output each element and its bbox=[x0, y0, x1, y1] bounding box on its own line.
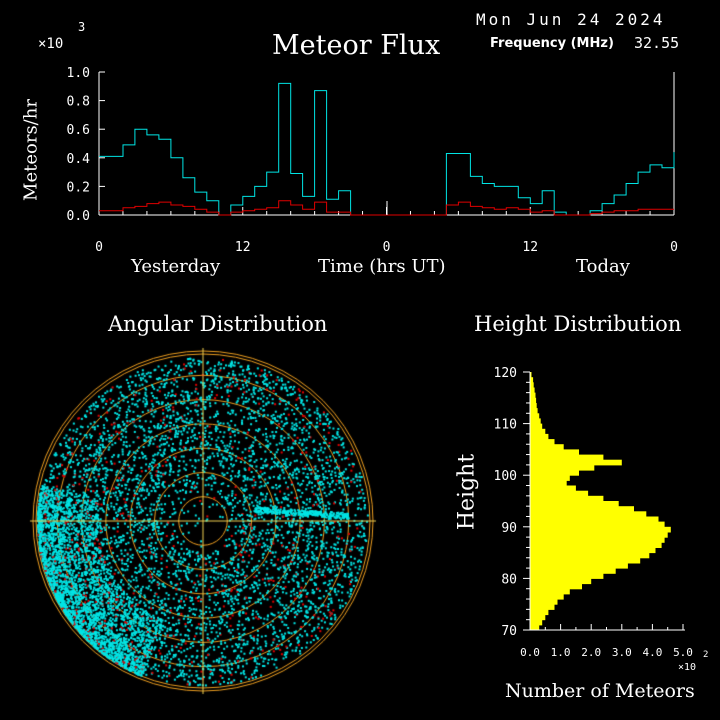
height-y-tick-label: 100 bbox=[494, 469, 517, 484]
height-bar bbox=[530, 542, 662, 548]
height-bar bbox=[530, 372, 532, 378]
date-label: Mon Jun 24 2024 bbox=[476, 10, 666, 29]
height-bar bbox=[530, 470, 579, 476]
flux-y-tick-label: 0.8 bbox=[67, 95, 90, 110]
height-bar bbox=[530, 526, 671, 533]
height-bar bbox=[530, 521, 665, 528]
height-x-tick-label: 4.0 bbox=[642, 646, 662, 659]
flux-chart: 0.0 0.2 0.4 0.6 0.8 1.0 0 12 0 12 0 bbox=[67, 66, 678, 255]
flux-y-tick-label: 0.0 bbox=[67, 209, 90, 224]
height-bar bbox=[530, 392, 536, 399]
height-bar bbox=[530, 588, 570, 595]
height-bar bbox=[530, 449, 579, 456]
height-bar bbox=[530, 511, 647, 517]
height-bar bbox=[530, 408, 538, 414]
height-bar bbox=[530, 552, 650, 559]
height-bar bbox=[530, 480, 567, 487]
height-bar bbox=[530, 599, 558, 605]
flux-series-sub bbox=[99, 200, 674, 216]
angular-title: Angular Distribution bbox=[108, 312, 328, 336]
height-x-tick-label: 2.0 bbox=[581, 646, 601, 659]
day-label-yesterday: Yesterday bbox=[131, 256, 221, 277]
height-bar bbox=[530, 562, 628, 569]
height-bar bbox=[530, 444, 564, 450]
height-x-tick-label: 5.0 bbox=[673, 646, 693, 659]
height-bar bbox=[530, 485, 576, 492]
height-bar bbox=[530, 619, 543, 626]
height-bar bbox=[530, 516, 659, 523]
height-y-tick-label: 90 bbox=[501, 521, 517, 536]
height-bar bbox=[530, 377, 534, 383]
flux-x-axis-title: Time (hrs UT) bbox=[318, 256, 446, 277]
height-bar bbox=[530, 413, 540, 419]
height-bar bbox=[530, 609, 549, 616]
height-x-tick-label: 3.0 bbox=[612, 646, 632, 659]
height-x-tick-label: 1.0 bbox=[551, 646, 571, 659]
flux-x-tick-label: 12 bbox=[522, 240, 538, 255]
flux-title: Meteor Flux bbox=[272, 30, 441, 61]
height-bar bbox=[530, 490, 589, 497]
height-bar bbox=[530, 495, 604, 502]
height-bar bbox=[530, 459, 622, 466]
flux-x-tick-label: 12 bbox=[235, 240, 251, 255]
height-bar bbox=[530, 578, 592, 585]
height-scale-exponent: 2 bbox=[703, 650, 709, 660]
height-y-tick-label: 80 bbox=[501, 572, 517, 587]
angular-plot bbox=[28, 346, 378, 696]
height-bar bbox=[530, 403, 537, 409]
height-bar bbox=[530, 428, 546, 435]
height-scale-base: ×10 bbox=[678, 662, 697, 673]
height-bar bbox=[530, 501, 619, 507]
height-y-tick-label: 110 bbox=[494, 418, 517, 433]
height-bar bbox=[530, 593, 564, 600]
flux-y-tick-label: 0.2 bbox=[67, 180, 90, 195]
height-y-tick-label: 120 bbox=[494, 366, 517, 381]
height-bar bbox=[530, 547, 656, 554]
height-bar bbox=[530, 418, 541, 425]
flux-y-tick-label: 0.4 bbox=[67, 152, 91, 167]
height-bar bbox=[530, 583, 582, 590]
height-bar bbox=[530, 423, 543, 430]
scale-multiplier: ×10 bbox=[38, 36, 63, 52]
frequency-label: Frequency (MHz) bbox=[490, 36, 614, 51]
height-bar bbox=[530, 454, 604, 461]
height-y-tick-label: 70 bbox=[501, 624, 517, 639]
flux-x-tick-label: 0 bbox=[670, 240, 678, 255]
height-bar bbox=[530, 397, 537, 404]
flux-y-tick-label: 1.0 bbox=[67, 66, 90, 81]
height-bar bbox=[530, 475, 570, 481]
height-bar bbox=[530, 387, 535, 394]
flux-y-tick-label: 0.6 bbox=[67, 123, 90, 138]
height-bar bbox=[530, 439, 555, 445]
height-bar bbox=[530, 532, 668, 538]
scale-exponent: 3 bbox=[78, 20, 86, 34]
height-x-tick-label: 0.0 bbox=[520, 646, 540, 659]
height-bar bbox=[530, 568, 616, 574]
height-bar bbox=[530, 604, 555, 610]
height-bar bbox=[530, 573, 604, 579]
day-label-today: Today bbox=[576, 256, 630, 277]
height-bar bbox=[530, 614, 546, 621]
height-bar bbox=[530, 624, 540, 631]
height-bar bbox=[530, 537, 665, 543]
flux-x-tick-label: 0 bbox=[383, 240, 391, 255]
height-bar bbox=[530, 433, 549, 440]
height-bar bbox=[530, 557, 641, 564]
height-title: Height Distribution bbox=[474, 312, 682, 336]
frequency-value: 32.55 bbox=[634, 34, 680, 52]
height-bar bbox=[530, 464, 595, 471]
height-x-axis-title: Number of Meteors bbox=[505, 680, 695, 702]
scale-base: ×10 bbox=[38, 36, 64, 52]
height-bar bbox=[530, 506, 634, 512]
flux-x-tick-label: 0 bbox=[95, 240, 103, 255]
height-bar bbox=[530, 382, 534, 388]
